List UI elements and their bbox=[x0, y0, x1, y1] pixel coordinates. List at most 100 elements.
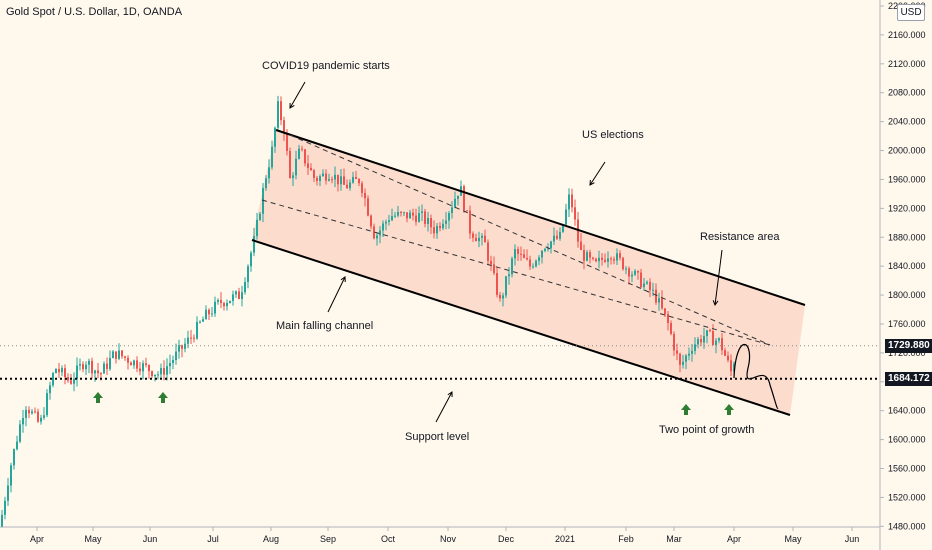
candle-body bbox=[292, 175, 294, 179]
candle-body bbox=[178, 345, 180, 352]
candle-body bbox=[46, 393, 48, 416]
candle-body bbox=[697, 339, 699, 345]
candle-body bbox=[307, 163, 309, 168]
candle-body bbox=[394, 215, 396, 217]
candle-body bbox=[319, 176, 321, 181]
candle-body bbox=[496, 273, 498, 295]
candle-body bbox=[310, 167, 312, 171]
x-tick-label: Apr bbox=[30, 534, 44, 544]
candle-body bbox=[247, 266, 249, 282]
candle-body bbox=[436, 225, 438, 234]
candle-body bbox=[595, 258, 597, 262]
channel-arrow-head bbox=[340, 276, 346, 283]
currency-button[interactable]: USD bbox=[897, 4, 925, 21]
channel-mid-line bbox=[261, 199, 771, 346]
candle-body bbox=[82, 364, 84, 370]
candle-body bbox=[322, 173, 324, 177]
candle-body bbox=[346, 184, 348, 189]
candle-body bbox=[28, 409, 30, 414]
candle-body bbox=[529, 259, 531, 267]
candle-body bbox=[31, 411, 33, 414]
candle-body bbox=[1, 514, 3, 527]
candle-body bbox=[328, 179, 330, 181]
candle-body bbox=[610, 258, 612, 260]
candle-body bbox=[652, 289, 654, 291]
candle-body bbox=[673, 333, 675, 351]
candle-body bbox=[130, 362, 132, 366]
y-tick-label: 1600.000 bbox=[888, 435, 926, 445]
candle-body bbox=[670, 322, 672, 334]
y-tick-label: 2160.000 bbox=[888, 30, 926, 40]
x-tick-label: 2021 bbox=[555, 534, 575, 544]
covid-arrow-head bbox=[289, 102, 295, 109]
candle-body bbox=[352, 176, 354, 183]
candle-body bbox=[301, 148, 303, 150]
candle-body bbox=[412, 212, 414, 216]
candle-body bbox=[409, 212, 411, 219]
candle-body bbox=[367, 198, 369, 216]
candle-body bbox=[682, 361, 684, 365]
y-tick-label: 1840.000 bbox=[888, 261, 926, 271]
candle-body bbox=[160, 368, 162, 375]
candle-body bbox=[19, 424, 21, 442]
x-tick-label: Mar bbox=[666, 534, 682, 544]
candle-body bbox=[100, 373, 102, 375]
candle-body bbox=[505, 276, 507, 296]
candle-body bbox=[547, 248, 549, 250]
candle-body bbox=[40, 417, 42, 422]
y-tick-label: 2080.000 bbox=[888, 88, 926, 98]
candle-body bbox=[622, 257, 624, 270]
candle-body bbox=[598, 257, 600, 262]
candle-body bbox=[61, 368, 63, 373]
candle-body bbox=[211, 313, 213, 315]
candle-body bbox=[724, 350, 726, 356]
candle-body bbox=[22, 417, 24, 425]
candle-body bbox=[631, 274, 633, 277]
candle-body bbox=[526, 257, 528, 260]
candle-body bbox=[490, 260, 492, 265]
candle-body bbox=[592, 257, 594, 259]
candle-body bbox=[475, 237, 477, 242]
candle-body bbox=[493, 264, 495, 274]
candle-body bbox=[256, 219, 258, 237]
candle-body bbox=[403, 212, 405, 214]
candle-body bbox=[430, 218, 432, 228]
candle-body bbox=[388, 220, 390, 222]
candle-body bbox=[73, 378, 75, 384]
candle-body bbox=[727, 355, 729, 361]
channel-mid-line-upper bbox=[289, 134, 771, 346]
x-tick-label: Feb bbox=[618, 534, 634, 544]
candle-body bbox=[712, 331, 714, 345]
candle-body bbox=[502, 295, 504, 299]
x-tick-label: Dec bbox=[498, 534, 515, 544]
candle-body bbox=[202, 319, 204, 322]
candle-body bbox=[316, 177, 318, 181]
candle-body bbox=[196, 321, 198, 339]
candle-body bbox=[127, 357, 129, 363]
candle-body bbox=[649, 281, 651, 291]
x-tick-label: Apr bbox=[727, 534, 741, 544]
candle-body bbox=[487, 242, 489, 261]
candle-body bbox=[76, 365, 78, 379]
candle-body bbox=[259, 213, 261, 220]
candle-body bbox=[604, 259, 606, 262]
candle-body bbox=[184, 343, 186, 349]
candle-body bbox=[205, 309, 207, 320]
candle-body bbox=[190, 337, 192, 339]
candle-body bbox=[556, 235, 558, 239]
candle-body bbox=[364, 192, 366, 199]
candle-body bbox=[361, 183, 363, 193]
candle-body bbox=[79, 364, 81, 366]
candle-body bbox=[172, 360, 174, 364]
candle-body bbox=[583, 249, 585, 261]
candle-body bbox=[253, 236, 255, 253]
channel-annotation: Main falling channel bbox=[276, 320, 374, 332]
candle-body bbox=[340, 176, 342, 185]
channel-fill bbox=[252, 130, 805, 415]
candle-body bbox=[223, 303, 225, 307]
candle-body bbox=[448, 213, 450, 221]
x-tick-label: May bbox=[784, 534, 802, 544]
candle-body bbox=[295, 158, 297, 176]
candle-body bbox=[676, 350, 678, 354]
